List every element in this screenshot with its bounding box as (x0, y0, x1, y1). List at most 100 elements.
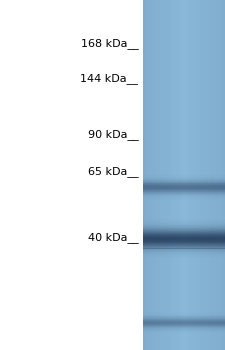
Bar (143, 192, 225, 193)
Bar (161, 0, 162, 350)
Bar (179, 0, 180, 350)
Bar (143, 248, 225, 250)
Text: 40 kDa__: 40 kDa__ (88, 232, 138, 244)
Bar (193, 0, 194, 350)
Bar (143, 229, 225, 230)
Bar (143, 186, 225, 187)
Bar (143, 331, 225, 332)
Bar (201, 0, 202, 350)
Bar (143, 191, 225, 192)
Bar (143, 188, 225, 189)
Bar (159, 0, 160, 350)
Bar (143, 0, 225, 350)
Bar (158, 0, 159, 350)
Bar (149, 0, 150, 350)
Bar (194, 0, 195, 350)
Bar (143, 187, 225, 188)
Bar (143, 199, 225, 200)
Bar (143, 251, 225, 252)
Bar (156, 0, 157, 350)
Text: 65 kDa__: 65 kDa__ (88, 166, 138, 177)
Bar (143, 315, 225, 316)
Bar (176, 0, 177, 350)
Bar (202, 0, 203, 350)
Bar (143, 237, 225, 238)
Bar (182, 0, 183, 350)
Bar (143, 228, 225, 229)
Bar (143, 254, 225, 256)
Bar (143, 317, 225, 318)
Bar (154, 0, 155, 350)
Bar (143, 219, 225, 220)
Bar (143, 256, 225, 257)
Bar (210, 0, 211, 350)
Bar (221, 0, 222, 350)
Bar (215, 0, 216, 350)
Bar (143, 321, 225, 322)
Bar (143, 323, 225, 324)
Bar (143, 244, 225, 245)
Bar (216, 0, 217, 350)
Bar (143, 224, 225, 225)
Bar (148, 0, 149, 350)
Bar (143, 222, 225, 223)
Bar (192, 0, 193, 350)
Bar (143, 236, 225, 237)
Bar (189, 0, 190, 350)
Bar (143, 235, 225, 236)
Bar (222, 0, 223, 350)
Bar (157, 0, 158, 350)
Bar (224, 0, 225, 350)
Bar (218, 0, 219, 350)
Bar (217, 0, 218, 350)
Bar (143, 234, 225, 235)
Bar (197, 0, 198, 350)
Bar (163, 0, 164, 350)
Bar (143, 232, 225, 233)
Bar (143, 190, 225, 191)
Bar (143, 246, 225, 247)
Bar (211, 0, 212, 350)
Bar (212, 0, 213, 350)
Bar (143, 257, 225, 258)
Bar (143, 231, 225, 232)
Bar (171, 0, 172, 350)
Bar (143, 330, 225, 331)
Bar (143, 193, 225, 194)
Text: 144 kDa__: 144 kDa__ (81, 73, 138, 84)
Bar (220, 0, 221, 350)
Bar (186, 0, 187, 350)
Bar (181, 0, 182, 350)
Bar (143, 240, 225, 241)
Bar (195, 0, 196, 350)
Bar (214, 0, 215, 350)
Bar (143, 327, 225, 328)
Bar (143, 178, 225, 179)
Bar (143, 227, 225, 228)
Bar (167, 0, 169, 350)
Bar (143, 238, 225, 239)
Bar (200, 0, 201, 350)
Bar (143, 197, 225, 198)
Bar (199, 0, 200, 350)
Bar (152, 0, 153, 350)
Bar (178, 0, 179, 350)
Bar (165, 0, 166, 350)
Bar (143, 313, 225, 314)
Bar (162, 0, 163, 350)
Bar (143, 181, 225, 182)
Bar (143, 329, 225, 330)
Bar (143, 175, 225, 176)
Bar (143, 250, 225, 251)
Bar (187, 0, 188, 350)
Bar (143, 312, 225, 313)
Bar (143, 328, 225, 329)
Bar (205, 0, 207, 350)
Bar (172, 0, 173, 350)
Bar (184, 0, 185, 350)
Text: 168 kDa__: 168 kDa__ (81, 38, 138, 49)
Bar (143, 325, 225, 326)
Bar (164, 0, 165, 350)
Bar (150, 0, 151, 350)
Bar (223, 0, 224, 350)
